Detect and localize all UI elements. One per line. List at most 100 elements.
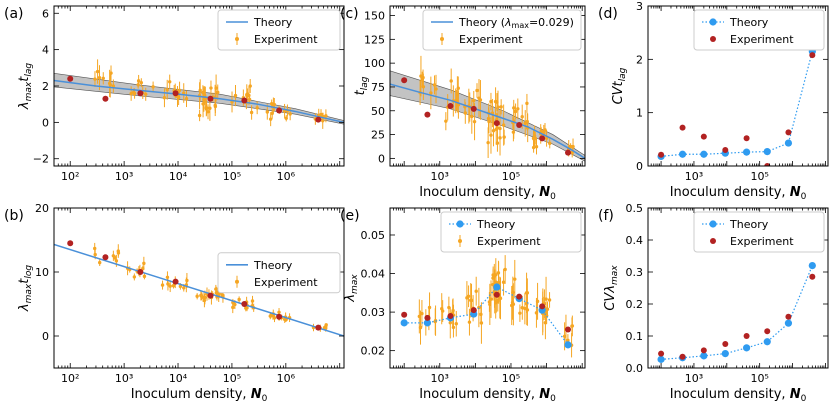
y-tick-label: 4 (42, 44, 49, 57)
mean-point (137, 90, 144, 97)
theory-marker (564, 341, 572, 349)
experiment-point (177, 88, 182, 93)
mean-point (565, 326, 572, 333)
experiment-point (288, 112, 292, 116)
experiment-point (562, 334, 567, 339)
legend-experiment-label: Experiment (730, 33, 794, 46)
experiment-point (502, 135, 506, 139)
legend-theory-label: Theory (729, 16, 769, 29)
panel-b: 10² 10³ 10⁴ 10⁵ 10⁶ 0 10 20 (b) Inoculum density,… (4, 202, 345, 403)
mean-point (172, 90, 179, 97)
experiment-point (141, 266, 145, 271)
theory-marker (784, 319, 793, 327)
legend-experiment-marker (710, 238, 716, 244)
experiment-point (547, 298, 552, 302)
x-tick-label: 10⁵ (223, 372, 241, 385)
experiment-point (144, 92, 148, 96)
experiment-point (491, 273, 495, 277)
mean-point (785, 313, 792, 320)
theory-marker (400, 319, 408, 327)
y-tick-label: 0 (636, 160, 643, 173)
experiment-point (496, 105, 500, 109)
experiment-point (231, 305, 235, 310)
confidence-band (390, 70, 585, 162)
plot-area-d (657, 47, 816, 166)
experiment-point (198, 88, 202, 92)
y-tick-label: 0.02 (361, 345, 386, 358)
legend-experiment-label: Experiment (254, 33, 318, 46)
experiment-point (201, 295, 205, 299)
experiment-point (520, 115, 524, 119)
mean-point (401, 311, 408, 318)
y-tick-label: 0.04 (361, 268, 386, 281)
experiment-point (272, 316, 277, 320)
panel-e: 10³ 10⁵ 0.02 0.03 0.04 0.05(e) Inoculum densit… (340, 207, 586, 403)
experiment-point (237, 297, 241, 302)
y-tick-label: 0.03 (361, 306, 386, 319)
legend-box (693, 9, 825, 51)
experiment-point (216, 90, 220, 94)
experiment-point (108, 83, 112, 87)
experiment-point (321, 119, 325, 123)
experiment-point (114, 259, 119, 263)
experiment-point (531, 145, 536, 150)
experiment-point (448, 321, 452, 325)
mean-point (493, 291, 500, 298)
experiment-point (543, 321, 548, 325)
legend: Theory Experiment (440, 211, 582, 253)
mean-point (447, 103, 454, 109)
experiment-point (136, 83, 140, 87)
y-tick-label: 1 (636, 107, 643, 120)
y-tick-label: 0 (42, 116, 49, 129)
x-tick-label: 10³ (685, 170, 703, 183)
panel-label: (f) (598, 208, 614, 224)
experiment-point (467, 320, 472, 324)
mean-point (565, 149, 572, 156)
experiment-point (454, 322, 458, 326)
experiment-point (116, 251, 121, 255)
experiment-point (501, 280, 506, 284)
theory-marker (678, 150, 687, 158)
experiment-point (132, 275, 137, 279)
theory-marker (763, 338, 771, 346)
panel-label: (c) (340, 6, 359, 22)
theory-line (54, 243, 344, 337)
experiment-point (432, 83, 437, 87)
experiment-point (166, 282, 170, 286)
y-tick-label: 125 (364, 33, 385, 46)
y-axis-label: λmaxtlag (17, 63, 34, 110)
theory-dotted-line (404, 286, 569, 346)
y-tick-label: 6 (42, 7, 49, 20)
experiment-point (208, 106, 212, 110)
experiment-point (451, 325, 456, 330)
experiment-point (544, 297, 548, 301)
experiment-point (93, 246, 97, 251)
experiment-point (493, 99, 498, 104)
x-axis-label: Inoculum density, N0 (670, 387, 807, 403)
experiment-point (498, 136, 502, 140)
experiment-point (162, 95, 167, 100)
experiment-point (479, 312, 483, 317)
mean-point (241, 301, 248, 307)
experiment-point (427, 305, 432, 310)
panel-label: (e) (340, 208, 360, 224)
legend-experiment-label: Experiment (254, 276, 318, 289)
experiment-point (151, 85, 155, 89)
theory-marker (808, 262, 816, 270)
experiment-point (284, 116, 288, 120)
y-axis-label: tlag (353, 76, 370, 95)
experiment-point (184, 97, 189, 101)
panel-label: (d) (598, 6, 618, 22)
experiment-point (182, 91, 186, 95)
y-tick-label: 0.05 (361, 229, 386, 242)
experiment-point (570, 324, 575, 328)
theory-marker (423, 319, 432, 327)
experiment-point (489, 297, 493, 301)
mean-point (493, 120, 500, 127)
y-axis-label: CVλmax (603, 265, 620, 311)
experiment-point (178, 284, 183, 289)
experiment-point (525, 308, 530, 312)
y-tick-label: 100 (364, 57, 385, 70)
x-tick-label: 10³ (431, 170, 449, 183)
experiment-point (523, 121, 527, 125)
